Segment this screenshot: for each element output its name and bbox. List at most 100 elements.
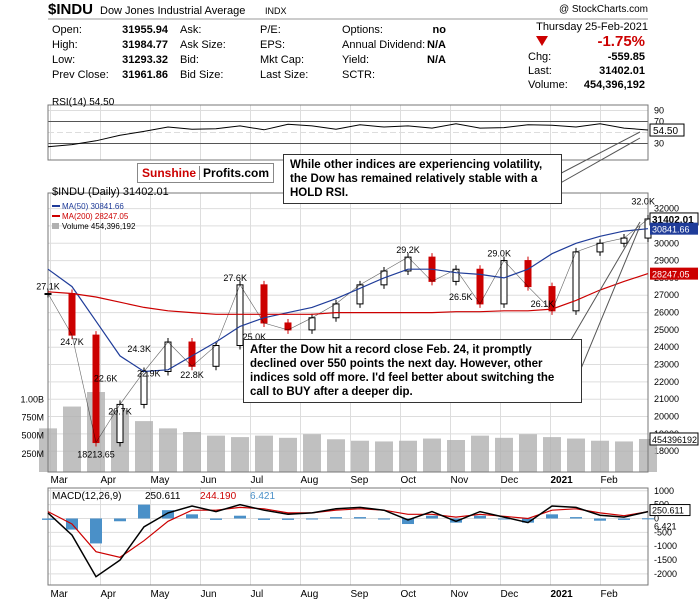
price-tick-22000: 22000: [654, 377, 679, 387]
macd-month-label-10: 2021: [551, 589, 574, 600]
price-annotation-8: 25.0K: [243, 332, 267, 342]
volume-bar-18: [471, 435, 489, 472]
last-value: 31402.01: [599, 65, 645, 77]
logo-part-profits: Profits.com: [199, 166, 270, 180]
macd-hist-bar-4: [138, 504, 150, 519]
macd-hist-bar-14: [378, 518, 390, 520]
macd-hist-bar-12: [330, 517, 342, 519]
macd-tick-2: -1000: [654, 541, 677, 551]
candle-body-12: [332, 303, 340, 319]
macd-month-label-5: Aug: [301, 589, 319, 600]
ma50-line: [47, 228, 649, 373]
ma200-line: [47, 273, 649, 315]
price-month-label-8: Nov: [451, 475, 469, 486]
macd-month-label-4: Jul: [251, 589, 264, 600]
price-tick-32000: 32000: [654, 204, 679, 214]
ma200-value-label: 28247.05: [652, 270, 690, 280]
macd-hist-bar-11: [306, 518, 318, 520]
ask-size-label: Ask Size:: [180, 39, 226, 51]
mkt-cap-label: Mkt Cap:: [260, 54, 304, 66]
header-copyright: @ StockCharts.com: [559, 4, 648, 15]
macd-hist-bar-22: [570, 517, 582, 519]
price-last-label: 31402.01: [652, 215, 694, 226]
macd-hist-bar-10: [282, 518, 294, 520]
volume-bar-8: [231, 437, 249, 472]
sunshine-profits-logo: Sunshine Profits.com: [137, 163, 275, 183]
volume-bar-22: [567, 438, 585, 472]
price-month-label-0: Mar: [51, 475, 69, 486]
rsi-label: RSI(14) 54.50: [52, 97, 115, 108]
volume-bar-11: [303, 434, 321, 472]
macd-hist-bar-0: [42, 518, 54, 520]
rsi-tick-90: 90: [654, 106, 664, 116]
volume-bar-4: [135, 421, 153, 472]
price-tick-27000: 27000: [654, 290, 679, 300]
price-annotation-11: 29.0K: [487, 249, 511, 259]
volume-bar-10: [279, 437, 297, 472]
macd-hist-bar-16: [426, 515, 438, 519]
macd-hist-bar-5: [162, 510, 174, 519]
eps-label: EPS:: [260, 39, 285, 51]
price-annotation-12: 26.1K: [531, 299, 555, 309]
macd-month-label-1: Apr: [101, 589, 117, 600]
macd-hist-bar-25: [642, 518, 654, 520]
last-label: Last:: [528, 65, 552, 77]
price-tick-26000: 26000: [654, 308, 679, 318]
prev-close-label: Prev Close:: [52, 69, 109, 81]
price-legend-title: $INDU (Daily) 31402.01: [52, 186, 169, 198]
candle-body-20: [524, 260, 532, 288]
callout-line-top-a: [547, 131, 641, 181]
macd-hist-bar-23: [594, 518, 606, 521]
rsi-tick-30: 30: [654, 139, 664, 149]
ask-label: Ask:: [180, 24, 201, 36]
macd-month-label-3: Jun: [201, 589, 217, 600]
volume-bar-23: [591, 440, 609, 472]
options-value: no: [433, 24, 447, 36]
macd-tick-6: 1000: [654, 486, 674, 496]
bid-size-label: Bid Size:: [180, 69, 223, 81]
price-annotation-9: 29.2K: [396, 245, 420, 255]
price-annotation-0: 27.1K: [36, 282, 60, 292]
price-month-label-6: Sep: [351, 475, 369, 486]
last-size-label: Last Size:: [260, 69, 308, 81]
volume-value: 454,396,192: [584, 79, 645, 91]
ma50-value-box: [650, 222, 698, 235]
price-annotation-10: 26.5K: [449, 292, 473, 302]
volume-bar-20: [519, 434, 537, 472]
macd-month-label-8: Nov: [451, 589, 469, 600]
macd-value-box: [649, 504, 691, 517]
callout-line-mid-a: [567, 221, 641, 346]
ma200-value-box: [650, 267, 698, 280]
macd-hist-bar-6: [186, 514, 198, 519]
volume-bar-14: [375, 441, 393, 472]
candle-body-22: [572, 251, 580, 312]
macd-value: 250.611: [145, 491, 181, 502]
annotation-top: While other indices are experiencing vol…: [283, 154, 562, 204]
volume-tick-1: 500M: [21, 431, 44, 441]
macd-hist-bar-18: [474, 515, 486, 519]
low-label: Low:: [52, 54, 75, 66]
macd-hist-bar-3: [114, 518, 126, 522]
volume-bar-15: [399, 440, 417, 472]
price-annotation-6: 22.8K: [180, 370, 204, 380]
logo-part-sunshine: Sunshine: [142, 166, 197, 180]
dividend-label: Annual Dividend:: [342, 39, 425, 51]
yield-label: Yield:: [342, 54, 369, 66]
volume-label: Volume:: [528, 79, 568, 91]
candle-body-1: [68, 293, 76, 336]
candle-body-19: [500, 260, 508, 305]
macd-frame: [47, 487, 649, 586]
dividend-value: N/A: [427, 39, 446, 51]
annotation-middle: After the Dow hit a record close Feb. 24…: [243, 339, 582, 403]
volume-bar-9: [255, 435, 273, 472]
header-exchange: INDX: [265, 6, 287, 16]
prev-close-value: 31961.86: [122, 69, 168, 81]
macd-month-label-9: Dec: [501, 589, 519, 600]
volume-tick-2: 750M: [21, 412, 44, 422]
macd-tick-4: 0: [654, 513, 659, 523]
macd-month-label-11: Feb: [601, 589, 619, 600]
open-value: 31955.94: [122, 24, 169, 36]
macd-hist-bar-9: [258, 518, 270, 520]
header-name: Dow Jones Industrial Average: [100, 5, 245, 17]
